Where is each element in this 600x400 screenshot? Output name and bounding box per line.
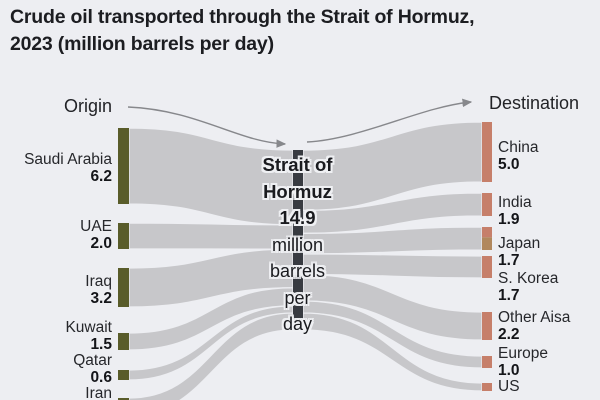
destination-row: China 5.0 [498,139,598,173]
destination-row: India 1.9 [498,194,598,228]
center-node-unit-line: barrels [269,261,326,281]
destination-column-header: Destination [489,93,580,113]
destination-node-bar-s-korea [482,256,492,278]
destination-node-bar-us [482,383,492,391]
chart-title-line2: 2023 (million barrels per day) [10,33,274,55]
country-value: 6.2 [90,168,112,185]
country-label: S. Korea [498,270,559,287]
origin-row: Qatar 0.6 [0,352,112,386]
origin-node-bar-saudi-arabia [118,128,129,204]
origin-row: UAE 2.0 [0,218,112,252]
center-node-text: Strait of Hormuz 14.9 million barrels per day [230,152,365,338]
country-label: UAE [80,218,112,235]
country-label: Saudi Arabia [24,151,112,168]
destination-node-bar-china [482,122,492,182]
center-node-unit-line: per [284,287,311,308]
origin-row: Saudi Arabia 6.2 [0,151,112,185]
country-value: 1.9 [498,211,520,228]
country-label: Iran [85,385,112,400]
center-node-unit-line: day [282,314,313,334]
origin-node-bar-iran [118,398,129,400]
center-node-title-line: Strait of [262,154,333,175]
destination-row: Other Aisa 2.2 [498,309,598,343]
country-label: Other Aisa [498,309,571,326]
origin-node-bar-uae [118,223,129,249]
center-node-unit-line: million [271,234,323,255]
country-value: 5.0 [498,156,520,173]
chart-title-line1: Crude oil transported through the Strait… [10,6,475,28]
destination-node-bar-india [482,193,492,216]
chart-title: Crude oil transported through the Strait… [10,4,595,58]
origin-to-strait-arrow [127,106,287,148]
country-value: 3.2 [90,290,112,307]
country-label: US [498,378,520,395]
destination-row: S. Korea 1.7 [498,270,598,304]
country-value: 2.0 [90,235,112,252]
strait-to-destination-arrow [306,98,473,143]
country-label: China [498,139,539,156]
destination-node-bar-other-aisa [482,312,492,340]
destination-row: Europe 1.0 [498,345,598,379]
strait-of-hormuz-node-bar [293,150,303,330]
origin-node-bar-kuwait [118,333,129,350]
destination-node-bar-europe [482,356,492,368]
country-label: Qatar [73,352,112,369]
origin-node-bar-qatar [118,370,129,380]
origin-node-bar-iraq [118,268,129,307]
center-node-title-line: 14.9 [279,207,316,228]
destination-row: US [498,378,598,395]
center-node-title-line: Hormuz [263,180,332,202]
origin-row: Iran [0,385,112,400]
country-value: 1.5 [90,336,112,353]
country-value: 0.6 [90,369,112,386]
origin-column-header: Origin [63,96,112,116]
destination-node-bar-japan-bottom [482,237,492,250]
destination-node-bar-japan-top [482,227,492,238]
country-label: Kuwait [65,319,112,336]
country-value: 1.7 [498,287,520,304]
origin-row: Iraq 3.2 [0,273,112,307]
country-value: 2.2 [498,326,520,343]
country-label: Iraq [85,273,112,290]
country-value: 1.0 [498,362,520,379]
country-label: India [498,194,532,211]
country-label: Europe [498,345,548,362]
country-value: 1.7 [498,252,520,269]
country-label: Japan [498,235,541,252]
origin-row: Kuwait 1.5 [0,319,112,353]
destination-row: Japan 1.7 [498,235,598,269]
